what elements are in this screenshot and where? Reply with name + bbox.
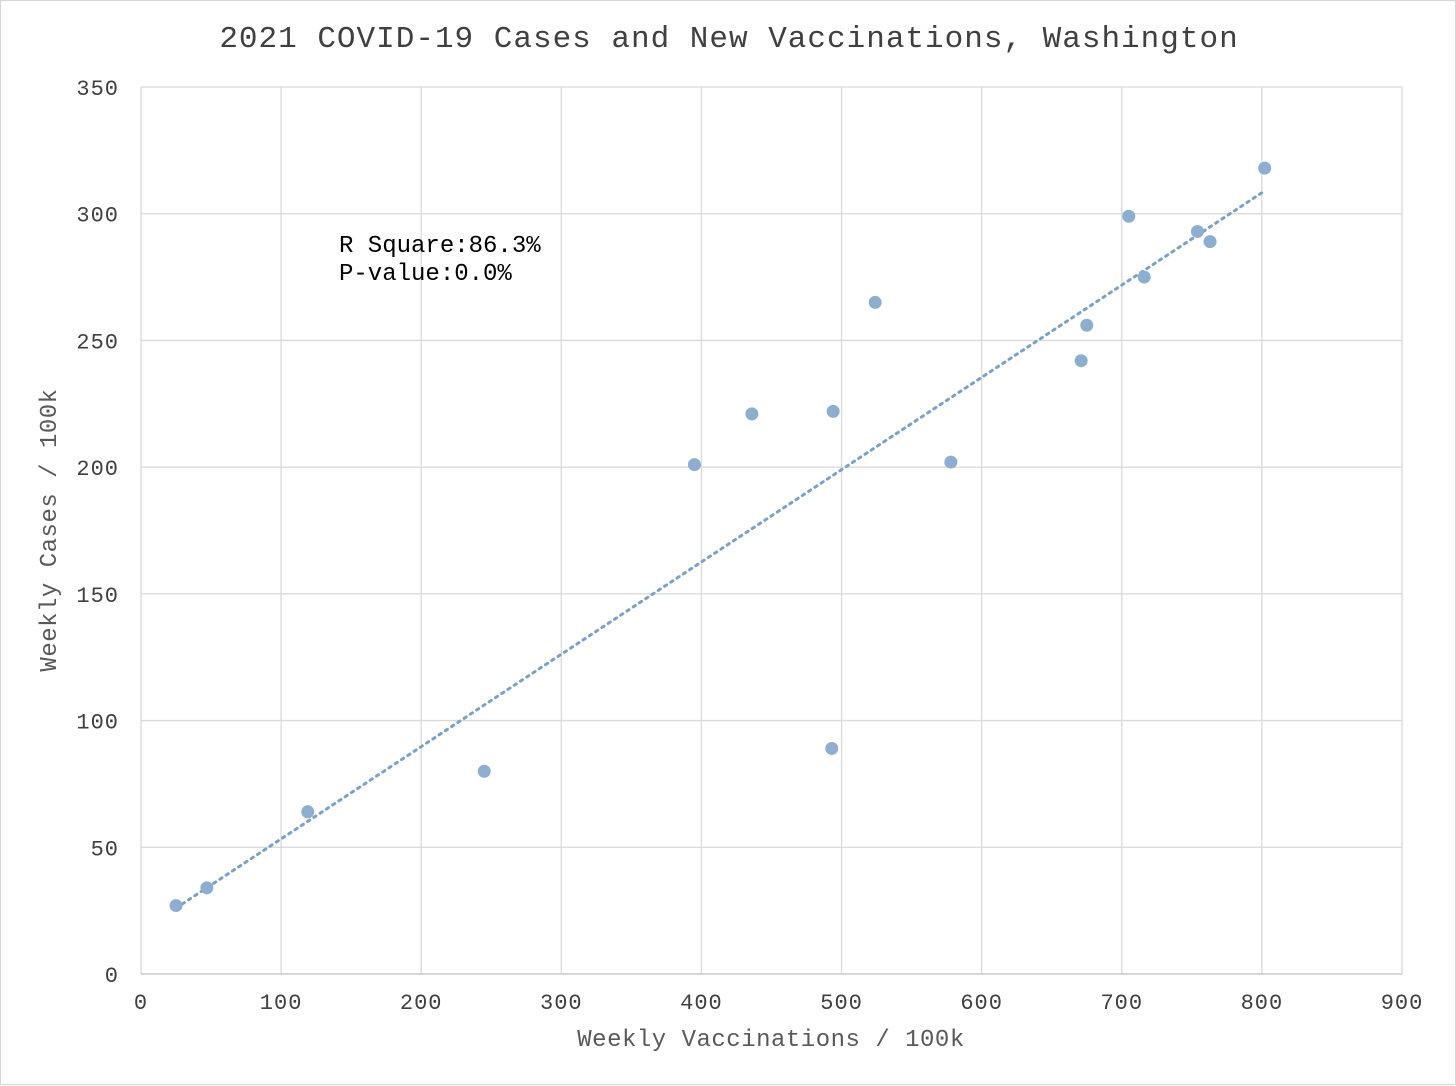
grid [140,86,1403,975]
chart-title: 2021 COVID-19 Cases and New Vaccinations… [219,22,1238,57]
data-point [745,407,759,421]
x-tick-label: 200 [400,991,443,1016]
p-value-value: 0.0% [454,261,512,288]
r-square-label: R Square: [339,233,469,260]
data-point [944,455,958,469]
data-point [169,899,183,913]
r-square-value: 86.3% [469,233,542,260]
x-tick-label: 400 [680,991,723,1016]
x-tick-label: 800 [1241,991,1284,1016]
data-point [1080,318,1094,332]
r-square-annotation: R Square:86.3% [339,233,541,260]
trendline-group [174,189,1267,910]
x-tick-label: 500 [820,991,863,1016]
tick-labels: 0 50 100 150 200 250 300 350 0 100 200 300 400 500 600… [76,77,1424,1016]
data-point [1074,354,1088,368]
y-tick-label: 100 [76,711,119,736]
x-tick-label: 0 [134,991,148,1016]
trendline [174,189,1267,910]
y-tick-label: 150 [76,584,119,609]
y-tick-label: 350 [76,77,119,102]
data-point [1203,235,1217,249]
data-point [200,881,214,895]
x-tick-label: 600 [960,991,1003,1016]
data-points [169,161,1272,913]
x-tick-label: 300 [540,991,583,1016]
data-point [477,764,491,778]
data-point [825,741,839,755]
p-value-label: P-value: [339,261,454,288]
data-point [1258,161,1272,175]
y-tick-label: 250 [76,330,119,355]
x-tick-label: 700 [1100,991,1143,1016]
data-point [1137,270,1151,284]
y-tick-label: 0 [105,964,119,989]
y-tick-label: 200 [76,457,119,482]
data-point [868,295,882,309]
y-axis-title: Weekly Cases / 100k [37,388,64,671]
y-tick-label: 300 [76,204,119,229]
x-axis-title: Weekly Vaccinations / 100k [577,1027,964,1054]
data-point [826,404,840,418]
x-tick-label: 100 [260,991,303,1016]
data-point [687,458,701,472]
data-point [301,805,315,819]
x-tick-label: 900 [1381,991,1424,1016]
data-point [1122,209,1136,223]
data-point [1190,224,1204,238]
y-tick-label: 50 [91,837,119,862]
p-value-annotation: P-value:0.0% [339,261,512,288]
